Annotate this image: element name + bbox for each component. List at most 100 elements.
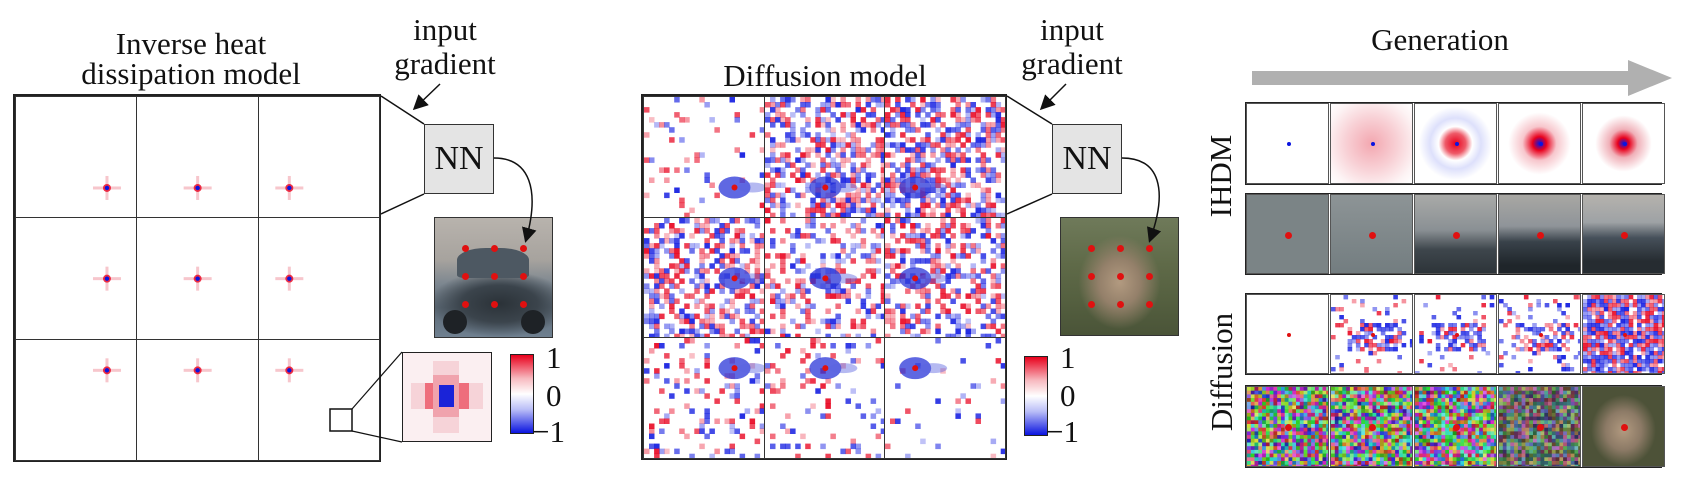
sample-location-dot <box>1369 423 1376 431</box>
diffusion-gradient-frame <box>1582 294 1665 374</box>
sample-location-dot <box>1622 142 1627 146</box>
sample-location-dot <box>519 300 527 308</box>
ihdm-gradient-frame <box>1330 103 1413 184</box>
diffusion-nn-box: NN <box>1052 124 1122 194</box>
ihdm-title-line1: Inverse heat <box>115 26 267 61</box>
ihdm-image-frame <box>1498 194 1581 274</box>
sample-location-dot <box>1538 333 1543 337</box>
sample-location-dot <box>1286 142 1291 146</box>
zoomed-kernel-pixels <box>411 361 483 433</box>
ihdm-gradient-frame <box>1498 103 1581 184</box>
sample-location-dot <box>1454 142 1459 146</box>
sample-location-dot <box>1087 300 1095 308</box>
ihdm-gradient-cell <box>257 96 380 219</box>
sample-location-dot <box>1537 423 1544 431</box>
sample-location-dot <box>461 244 469 252</box>
diffusion-annotation-line1: input <box>1040 12 1104 47</box>
ihdm-gradient-cell <box>136 338 259 461</box>
diffusion-colorbar <box>1024 356 1048 436</box>
ihdm-gradient-cell <box>15 338 138 461</box>
generation-arrow <box>1252 60 1672 96</box>
ihdm-image-frame <box>1414 194 1497 274</box>
sample-location-dot <box>1370 333 1375 337</box>
sample-location-dot <box>519 272 527 280</box>
ihdm-gradient-frame <box>1414 103 1497 184</box>
ihdm-gradient-frame <box>1582 103 1665 184</box>
diffusion-gradient-cell <box>763 216 886 339</box>
ihdm-nn-box: NN <box>424 124 494 194</box>
ihdm-image-frame <box>1330 194 1413 274</box>
sample-location-dot <box>1116 300 1124 308</box>
ihdm-nn-label: NN <box>434 140 484 177</box>
diffusion-gradient-cell <box>643 337 765 460</box>
sample-location-dot <box>1538 142 1543 146</box>
diffusion-image-frame <box>1498 386 1581 467</box>
ihdm-image-frame <box>1246 194 1329 274</box>
diffusion-image-frame <box>1414 386 1497 467</box>
ihdm-gradient-cell <box>136 96 259 219</box>
diffusion-gradient-cell <box>884 337 1007 460</box>
sample-location-dot <box>1622 333 1627 337</box>
ihdm-gradient-frame <box>1246 103 1329 184</box>
diffusion-gradient-cell <box>643 216 765 339</box>
sample-location-dot <box>1087 244 1095 252</box>
sample-location-dot <box>1537 231 1544 239</box>
ihdm-gradient-grid <box>13 94 381 462</box>
sample-location-dot <box>1285 423 1292 431</box>
car-wheel-right <box>521 310 545 334</box>
diffusion-image-frame <box>1246 386 1329 467</box>
ihdm-gradient-cell <box>257 217 380 340</box>
sample-location-dot <box>1621 231 1628 239</box>
sample-location-dot <box>1286 333 1291 337</box>
ihdm-gradient-cell <box>15 217 138 340</box>
diffusion-gradient-cell <box>884 96 1007 218</box>
diffusion-gradient-cell <box>763 96 886 218</box>
sample-location-dot <box>1145 300 1153 308</box>
generation-title: Generation <box>1371 22 1509 57</box>
diffusion-image-frame <box>1330 386 1413 467</box>
sample-location-dot <box>490 272 498 280</box>
diffusion-annotation-line2: gradient <box>1021 46 1123 81</box>
sample-location-dot <box>1087 272 1095 280</box>
diffusion-gradient-grid <box>641 94 1007 460</box>
diffusion-gradient-frame <box>1246 294 1329 374</box>
ihdm-colorbar <box>510 354 534 434</box>
ihdm-colorbar-max: 1 <box>546 340 562 375</box>
sample-location-dot <box>490 300 498 308</box>
diffusion-gradient-frame <box>1498 294 1581 374</box>
sample-location-dot <box>1369 231 1376 239</box>
sample-location-dot <box>461 300 469 308</box>
sample-location-dot <box>1116 244 1124 252</box>
ihdm-title-line2: dissipation model <box>81 56 301 91</box>
diffusion-title: Diffusion model <box>723 58 927 93</box>
diffusion-gradient-frame <box>1414 294 1497 374</box>
ihdm-annotation-line1: input <box>413 12 477 47</box>
ihdm-colorbar-mid: 0 <box>546 378 562 413</box>
diffusion-gradient-frame <box>1330 294 1413 374</box>
diffusion-colorbar-mid: 0 <box>1060 378 1076 413</box>
diffusion-gradient-cell <box>763 337 886 460</box>
diffusion-nn-label: NN <box>1062 140 1112 177</box>
diffusion-gradient-cell <box>884 216 1007 339</box>
sample-location-dot <box>519 244 527 252</box>
ihdm-annotation-line2: gradient <box>394 46 496 81</box>
sample-location-dot <box>1453 231 1460 239</box>
ihdm-image-frame <box>1582 194 1665 274</box>
sample-location-dot <box>1116 272 1124 280</box>
sample-location-dot <box>1370 142 1375 146</box>
sample-location-dot <box>490 244 498 252</box>
diffusion-colorbar-min: −1 <box>1046 414 1079 449</box>
sample-location-dot <box>1621 423 1628 431</box>
sample-location-dot <box>1145 244 1153 252</box>
sample-location-dot <box>1285 231 1292 239</box>
diffusion-image-frame <box>1582 386 1665 467</box>
sample-location-dot <box>1453 423 1460 431</box>
car-wheel-left <box>443 310 467 334</box>
ihdm-colorbar-min: −1 <box>532 414 565 449</box>
diffusion-colorbar-max: 1 <box>1060 340 1076 375</box>
sample-location-dot <box>1454 333 1459 337</box>
sample-location-dot <box>1145 272 1153 280</box>
zoomed-kernel <box>402 352 492 442</box>
ihdm-gradient-cell <box>136 217 259 340</box>
